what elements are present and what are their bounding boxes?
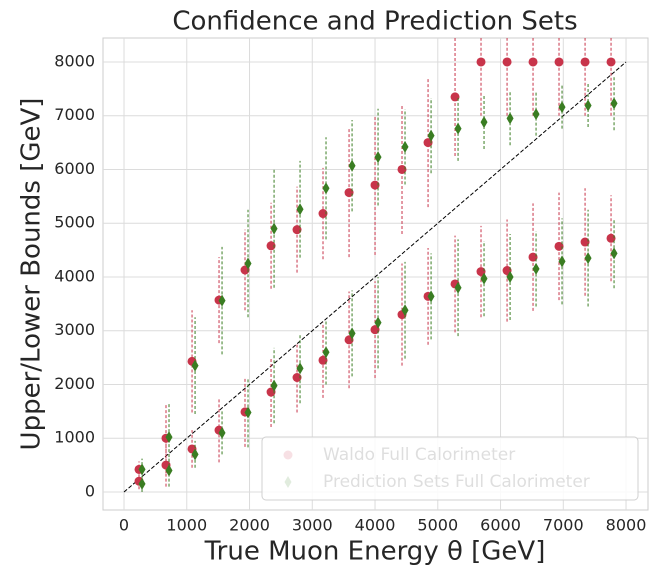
x-tick-label: 1000 [166,516,207,535]
point [502,57,512,67]
y-tick-label: 1000 [54,428,95,447]
y-tick-label: 4000 [54,266,95,285]
point [401,304,409,317]
point [218,426,226,439]
point [191,448,199,461]
point [374,316,382,329]
point [606,233,616,243]
x-tick-label: 6000 [480,516,521,535]
point [292,373,302,383]
point [584,252,592,265]
y-tick-label: 5000 [54,213,95,232]
x-tick-label: 4000 [355,516,396,535]
point [423,138,433,148]
point [401,140,409,153]
point [506,270,514,283]
point [558,255,566,268]
point [480,272,488,285]
point [318,355,328,365]
point [506,112,514,125]
point [528,252,538,262]
chart-title: Confidence and Prediction Sets [172,7,577,37]
point [244,406,252,419]
point [318,209,328,219]
y-tick-label: 8000 [54,51,95,70]
point [606,57,616,67]
x-tick-label: 2000 [229,516,270,535]
x-tick-label: 7000 [543,516,584,535]
point [554,57,564,67]
point [138,463,146,476]
point [296,362,304,375]
point [397,164,407,174]
y-tick-label: 0 [85,481,95,500]
point [427,290,435,303]
point [480,116,488,129]
y-tick-label: 6000 [54,159,95,178]
legend-box [261,436,639,501]
point [532,262,540,275]
x-tick-label: 5000 [417,516,458,535]
point [370,180,380,190]
point [558,101,566,114]
point [554,241,564,251]
point [532,108,540,121]
point [450,92,460,102]
x-tick-label: 3000 [292,516,333,535]
point [528,57,538,67]
point [138,477,146,490]
point [322,346,330,359]
point [610,247,618,260]
point [266,241,276,251]
point [191,359,199,372]
point [580,237,590,247]
point [370,325,380,335]
point [476,57,486,67]
point [292,225,302,235]
point [454,281,462,294]
point [244,257,252,270]
point [476,267,486,277]
point [427,129,435,142]
point [270,222,278,235]
point [374,151,382,164]
point [322,182,330,195]
x-tick-label: 0 [119,516,129,535]
point [584,99,592,112]
y-tick-label: 2000 [54,374,95,393]
y-tick-label: 7000 [54,105,95,124]
point [270,379,278,392]
point [165,464,173,477]
point [296,203,304,216]
x-axis-label: True Muon Energy θ [GeV] [204,537,546,567]
point [165,431,173,444]
x-tick-label: 8000 [606,516,647,535]
y-axis-label: Upper/Lower Bounds [GeV] [17,98,47,451]
point [580,57,590,67]
point [344,188,354,198]
point [218,294,226,307]
point [454,122,462,135]
y-tick-label: 3000 [54,320,95,339]
point [610,97,618,110]
reference-line [123,61,627,493]
point [348,159,356,172]
point [348,327,356,340]
